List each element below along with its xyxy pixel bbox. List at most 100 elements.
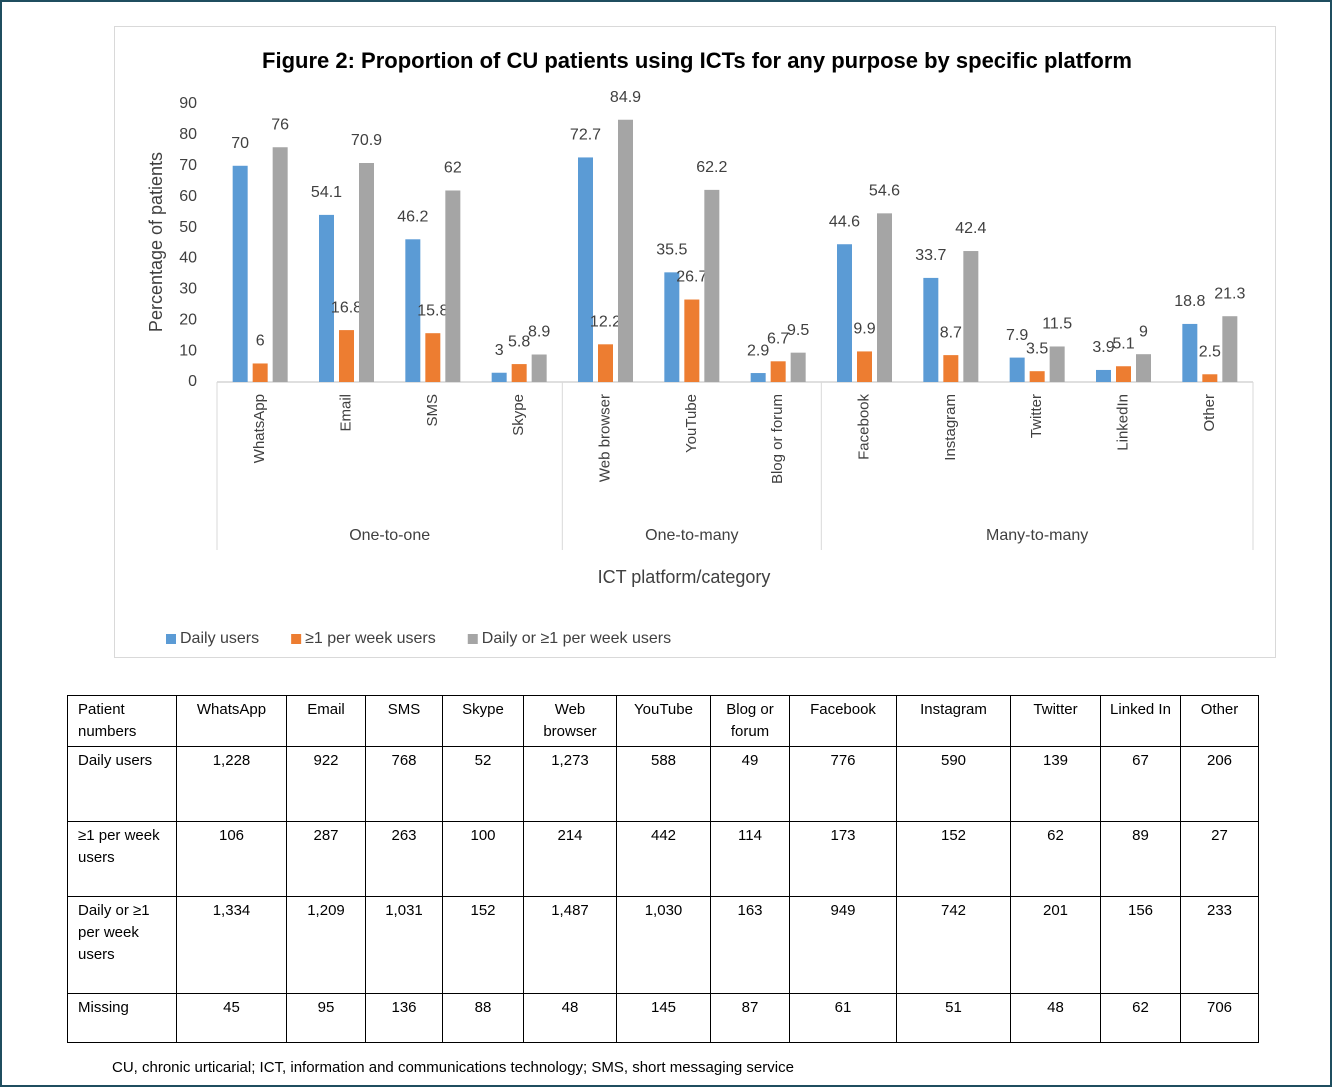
bar <box>1136 354 1151 382</box>
legend-swatch <box>291 634 302 644</box>
header-cell: Other <box>1180 695 1259 747</box>
table-cell: 48 <box>523 993 617 1043</box>
bar <box>857 351 872 382</box>
data-label: 35.5 <box>656 242 687 259</box>
table-cell: 588 <box>616 746 711 822</box>
table-cell: 922 <box>286 746 366 822</box>
table-row: Daily users 1,228 922 768 52 1,273 588 49 776 590… <box>67 746 1259 822</box>
legend-swatch <box>166 634 176 644</box>
bar <box>1049 346 1065 382</box>
table-cell: 49 <box>710 746 790 822</box>
table-cell: ≥1 per week users <box>67 821 177 897</box>
table-cell: 742 <box>896 896 1011 994</box>
table-cell: 62 <box>1010 821 1101 897</box>
table-cell: 1,031 <box>365 896 443 994</box>
header-cell: Email <box>286 695 366 747</box>
bar <box>1222 316 1238 382</box>
x-tick-label: YouTube <box>683 394 700 453</box>
bar <box>837 244 852 382</box>
table-cell: 51 <box>896 993 1011 1043</box>
x-tick-label: Facebook <box>855 394 872 460</box>
data-label: 42.4 <box>955 220 986 237</box>
header-cell: Web browser <box>523 695 617 747</box>
table-cell: 62 <box>1100 993 1181 1043</box>
data-table: Patient numbers WhatsApp Email SMS Skype Web … <box>67 695 1259 1043</box>
table-cell: Daily users <box>67 746 177 822</box>
table-row: Daily or ≥1 per week users 1,334 1,209 1,03… <box>67 896 1259 994</box>
x-axis-label: ICT platform/category <box>598 567 771 587</box>
group-label: Many-to-many <box>986 527 1088 544</box>
bar <box>704 189 720 382</box>
bar <box>1116 366 1131 382</box>
data-label: 26.7 <box>676 269 707 286</box>
table-cell: Daily or ≥1 per week users <box>67 896 177 994</box>
bar <box>445 190 461 382</box>
table-cell: 1,487 <box>523 896 617 994</box>
data-label: 2.9 <box>747 342 769 359</box>
bar <box>943 355 959 382</box>
bar <box>790 352 806 382</box>
data-label: 9.9 <box>853 321 875 338</box>
data-label: 76 <box>271 116 289 133</box>
table-cell: 1,030 <box>616 896 711 994</box>
header-cell: Facebook <box>789 695 897 747</box>
bar <box>491 372 507 382</box>
data-label: 46.2 <box>397 209 428 226</box>
table-cell: 706 <box>1180 993 1259 1043</box>
data-label: 16.8 <box>331 299 362 316</box>
table-cell: 214 <box>523 821 617 897</box>
data-label: 7.9 <box>1006 327 1028 344</box>
table-cell: 152 <box>896 821 1011 897</box>
data-label: 54.1 <box>311 184 342 201</box>
table-cell: 263 <box>365 821 443 897</box>
data-label: 3.9 <box>1092 339 1114 356</box>
chart: Figure 2: Proportion of CU patients usin… <box>114 26 1276 658</box>
table-cell: 206 <box>1180 746 1259 822</box>
bar <box>1182 323 1198 382</box>
table-cell: 590 <box>896 746 1011 822</box>
table-cell: 1,273 <box>523 746 617 822</box>
bar <box>531 354 547 382</box>
x-tick-label: Other <box>1201 394 1218 432</box>
header-cell: WhatsApp <box>176 695 287 747</box>
bar <box>923 277 939 382</box>
bar <box>1096 369 1111 382</box>
table-cell: 287 <box>286 821 366 897</box>
x-tick-label: LinkedIn <box>1114 394 1131 451</box>
data-label: 11.5 <box>1042 316 1072 333</box>
header-cell: Linked In <box>1100 695 1181 747</box>
table-cell: 61 <box>789 993 897 1043</box>
bar <box>750 373 766 382</box>
table-row: ≥1 per week users 106 287 263 100 214 442 114 17… <box>67 821 1259 897</box>
bar <box>339 330 354 382</box>
y-tick-label: 10 <box>179 342 197 359</box>
x-tick-label: Email <box>337 394 354 432</box>
bar <box>684 299 700 382</box>
y-tick-label: 50 <box>179 219 197 236</box>
data-label: 9.5 <box>787 322 809 339</box>
bar <box>1029 371 1045 382</box>
bar <box>618 119 633 383</box>
table-cell: 163 <box>710 896 790 994</box>
bar <box>578 157 593 382</box>
bar <box>425 333 441 382</box>
x-tick-label: Instagram <box>942 394 959 461</box>
x-tick-label: Blog or forum <box>769 394 786 484</box>
data-label: 54.6 <box>869 183 900 200</box>
y-tick-label: 60 <box>179 188 197 205</box>
table-cell: 48 <box>1010 993 1101 1043</box>
group-label: One-to-many <box>645 527 738 544</box>
table-cell: 106 <box>176 821 287 897</box>
table-cell: 776 <box>789 746 897 822</box>
table-cell: 768 <box>365 746 443 822</box>
table-cell: 233 <box>1180 896 1259 994</box>
table-cell: 145 <box>616 993 711 1043</box>
table-cell: 139 <box>1010 746 1101 822</box>
bar <box>1009 357 1025 382</box>
bar <box>319 214 334 382</box>
y-tick-label: 40 <box>179 250 197 267</box>
table-cell: 52 <box>442 746 524 822</box>
y-tick-label: 70 <box>179 157 197 174</box>
data-label: 70 <box>231 135 249 152</box>
data-label: 70.9 <box>351 132 382 149</box>
